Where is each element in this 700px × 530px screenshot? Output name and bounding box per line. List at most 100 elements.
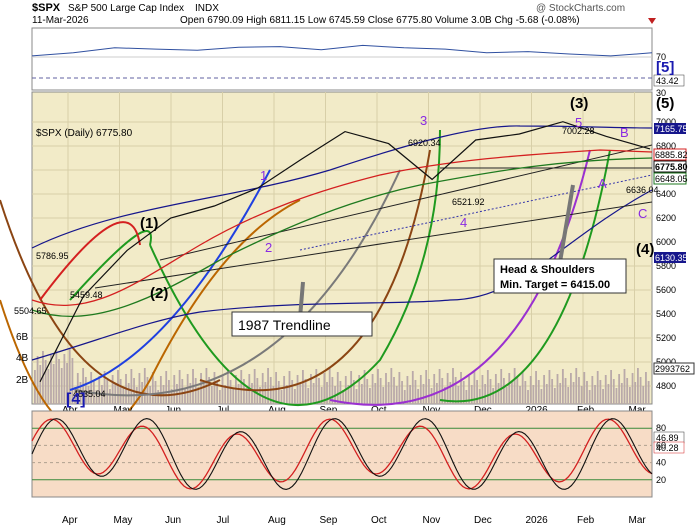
- volume-bar: [556, 374, 559, 404]
- wave-label-c: C: [638, 206, 647, 221]
- volume-bar: [293, 389, 296, 404]
- volume-bar: [419, 375, 422, 404]
- top-oscillator-bg: [31, 27, 653, 91]
- volume-bar: [363, 370, 366, 404]
- volume-bar: [157, 390, 160, 404]
- volume-bar: [586, 381, 588, 404]
- cycle-arc-green-left: [149, 129, 441, 407]
- volume-bar: [42, 351, 44, 404]
- volume-bar: [189, 383, 192, 404]
- volume-bar: [473, 371, 476, 404]
- volume-bar: [350, 371, 353, 404]
- month-tick-label-bottom: Sep: [320, 515, 338, 526]
- left-label-4b: 4B: [16, 353, 29, 364]
- volume-bar: [561, 369, 564, 404]
- price-legend: $SPX (Daily) 6775.80: [36, 128, 133, 139]
- volume-bar: [326, 382, 328, 404]
- volume-bar: [213, 372, 216, 404]
- volume-bar: [117, 370, 119, 404]
- volume-bar: [103, 371, 106, 404]
- month-tick-label-bottom: Jul: [217, 515, 230, 526]
- volume-bar: [403, 390, 406, 404]
- left-label-2b: 2B: [16, 375, 29, 386]
- trendline-1987: [94, 201, 653, 289]
- wave-label-3-paren: (3): [570, 95, 588, 112]
- volume-bar: [261, 373, 264, 404]
- volume-bar: [63, 354, 66, 404]
- price-tick-label: 5600: [656, 285, 676, 295]
- volume-bar: [68, 349, 71, 404]
- price-tick-label: 5400: [656, 309, 676, 319]
- volume-bar: [468, 376, 470, 404]
- bottom-oscillator-panel: 46.89 40.28 80 60 40 20: [31, 410, 685, 498]
- price-tick-label: 6800: [656, 141, 676, 151]
- ticker-symbol: $SPX: [32, 2, 61, 14]
- volume-bar: [299, 384, 302, 404]
- price-label-4835: 4835.04: [73, 389, 106, 399]
- volume-bar: [138, 373, 141, 404]
- volume-bar: [642, 386, 645, 404]
- volume-bar: [634, 382, 637, 404]
- osc-tick-label: 40: [656, 458, 666, 468]
- volume-bar: [336, 372, 339, 404]
- volume-bar: [481, 375, 484, 404]
- volume-bar: [553, 388, 556, 404]
- price-series-line: [39, 121, 651, 383]
- volume-bar: [583, 372, 586, 404]
- volume-bar: [312, 383, 315, 404]
- volume-bar: [210, 386, 213, 404]
- axis-tag-upper-band: 7165.75: [655, 124, 688, 134]
- axis-tag-lower-band: 6130.35: [655, 253, 688, 263]
- volume-bar: [355, 389, 358, 404]
- volume-bar: [639, 377, 642, 404]
- volume-bar: [47, 369, 50, 404]
- top-osc-tag: 43.42: [656, 76, 679, 86]
- volume-bar: [532, 385, 535, 404]
- oscillator-line-black: [31, 418, 653, 490]
- volume-bar: [208, 377, 210, 404]
- volume-bar: [71, 358, 74, 404]
- cycle-arc-green-small: [69, 230, 152, 301]
- axis-tag-green: 6648.05: [655, 174, 688, 184]
- volume-bar: [90, 372, 93, 404]
- volume-bar: [497, 383, 500, 404]
- volume-bar: [393, 377, 395, 404]
- volume-bar: [55, 350, 58, 404]
- volume-bar: [564, 378, 567, 404]
- month-tick-label-bottom: Aug: [268, 515, 286, 526]
- volume-bar: [291, 380, 294, 404]
- volume-bar: [620, 383, 623, 404]
- volume-bar: [237, 384, 240, 404]
- bottom-oscillator-bg: [31, 410, 653, 498]
- wave-label-5: 5: [575, 115, 582, 130]
- upper-bollinger-band: [31, 125, 653, 249]
- price-label-5504: 5504.65: [14, 306, 47, 316]
- volume-bar: [511, 382, 513, 404]
- price-label-5459: 5459.48: [70, 290, 103, 300]
- volume-bar: [411, 371, 414, 404]
- volume-bar: [524, 381, 527, 404]
- volume-bar: [385, 373, 387, 404]
- wave-label-1-paren: (1): [140, 215, 158, 232]
- volume-bar: [588, 390, 591, 404]
- axis-tag-red-bg: [653, 148, 687, 161]
- volume-bar: [540, 389, 543, 404]
- volume-bar: [224, 385, 227, 404]
- volume-bar: [127, 383, 130, 404]
- volume-bar: [347, 385, 350, 404]
- volume-bar: [285, 385, 288, 404]
- volume-bar: [395, 386, 398, 404]
- volume-bar: [628, 387, 631, 404]
- price-tick-label: 6000: [656, 237, 676, 247]
- month-tick-label-bottom: 2026: [526, 515, 549, 526]
- axis-tag-volume: 2993762: [655, 364, 690, 374]
- volume-bar: [567, 387, 570, 404]
- volume-bar: [95, 390, 98, 404]
- volume-bar: [454, 377, 457, 404]
- cycle-arc-orange: [0, 199, 301, 436]
- volume-bar: [390, 368, 393, 404]
- volume-bar: [494, 374, 497, 404]
- volume-bar: [186, 374, 189, 404]
- month-tick-label-bottom: May: [114, 515, 133, 526]
